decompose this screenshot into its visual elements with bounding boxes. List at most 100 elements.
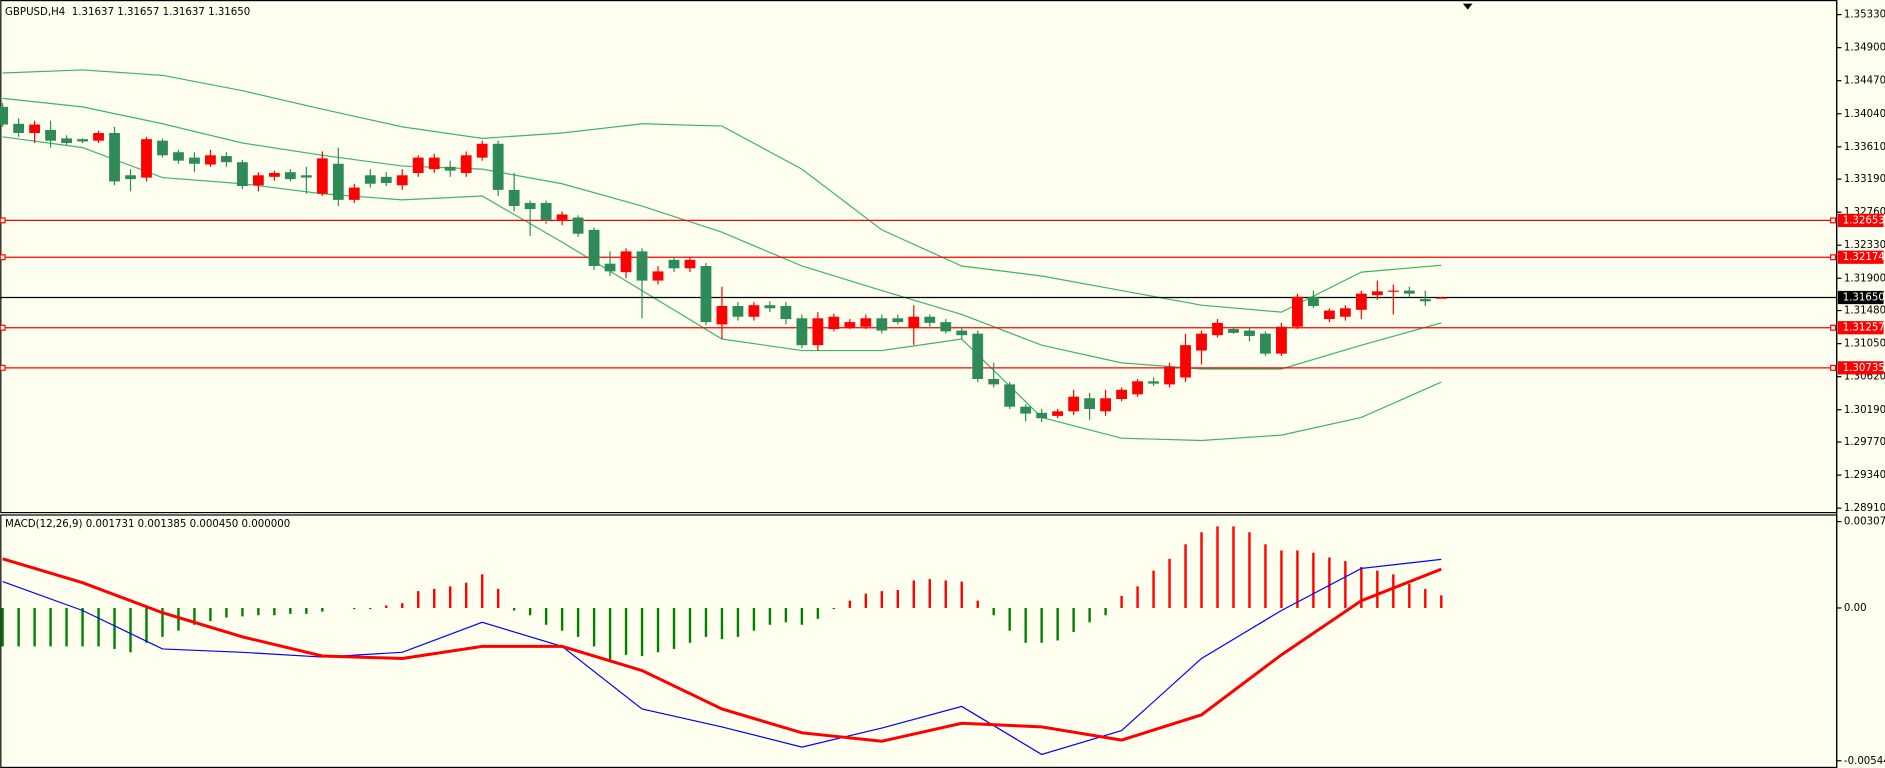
candle-body <box>1387 290 1399 292</box>
candle-body <box>716 305 728 325</box>
level-label: 1.31257 <box>1843 323 1885 334</box>
candle-body <box>1307 296 1319 306</box>
candle-body <box>189 157 200 164</box>
candle-body <box>1084 398 1096 409</box>
candle-body <box>556 214 568 220</box>
candle-body <box>1403 290 1415 294</box>
candle-body <box>572 217 584 234</box>
candle-body <box>796 318 808 346</box>
candle-body <box>93 132 104 141</box>
candle-body <box>284 172 296 180</box>
indicator-line <box>2 558 1442 756</box>
level-label-box <box>1837 361 1884 375</box>
candle-body <box>1292 296 1303 327</box>
candle-body <box>45 129 56 141</box>
candle-body <box>604 263 616 272</box>
candle-body <box>1052 411 1064 416</box>
candle-body <box>524 202 536 210</box>
candle-body <box>268 172 280 177</box>
candle-body <box>412 157 424 173</box>
y-tick-label: 1.33610 <box>1844 142 1885 153</box>
indicator-line <box>2 557 1442 743</box>
y-tick-label: -0.005447 <box>1844 756 1885 767</box>
price-title: GBPUSD,H4 1.31637 1.31657 1.31637 1.3165… <box>5 7 250 18</box>
level-label-box <box>1837 213 1884 228</box>
candle-body <box>780 305 792 320</box>
candle-body <box>476 143 488 158</box>
indicator-line <box>2 69 1442 313</box>
candle-body <box>316 158 328 194</box>
level-label: 1.30735 <box>1843 363 1885 374</box>
candle-body <box>924 316 936 323</box>
candle-body <box>940 322 952 332</box>
candle-body <box>956 330 968 336</box>
candle-body <box>1355 293 1367 310</box>
candle-body <box>332 163 344 200</box>
candle-body <box>1276 326 1287 354</box>
candle-body <box>1371 291 1383 296</box>
y-tick-label: 1.34040 <box>1844 109 1885 120</box>
candle-body <box>764 305 776 309</box>
candle-body <box>61 138 72 143</box>
y-tick-label: 1.34900 <box>1844 43 1885 54</box>
y-tick-label: 1.33190 <box>1844 174 1885 185</box>
candle-body <box>1212 322 1223 336</box>
y-tick-label: 1.32760 <box>1844 207 1885 218</box>
candle-body <box>29 124 41 133</box>
y-tick-label: 1.30190 <box>1844 405 1885 416</box>
candle-body <box>364 175 376 184</box>
candle-body <box>157 140 168 156</box>
candle-body <box>252 175 264 186</box>
candle-body <box>540 202 552 220</box>
y-tick-label: 1.34470 <box>1844 76 1885 87</box>
candle-body <box>588 229 600 266</box>
candle-body <box>0 106 9 125</box>
candle-body <box>348 187 360 200</box>
y-tick-label: 1.31900 <box>1844 273 1885 284</box>
level-handle <box>1830 254 1837 261</box>
level-handle <box>1830 364 1837 371</box>
candle-body <box>1100 398 1112 412</box>
candle-body <box>1132 381 1143 395</box>
candle-body <box>668 259 680 269</box>
candle-body <box>860 318 872 327</box>
level-handle <box>0 217 6 224</box>
level-label-box <box>1837 290 1884 305</box>
candle-body <box>428 157 440 170</box>
indicator-line <box>2 97 1442 370</box>
candle-body <box>205 155 216 165</box>
candle-body <box>1260 333 1271 354</box>
y-tick-label: 1.35330 <box>1844 10 1885 21</box>
candle-body <box>988 379 1000 385</box>
level-handle <box>0 364 6 371</box>
candle-body <box>652 271 664 281</box>
candle-body <box>125 175 136 180</box>
y-tick-label: 0.00 <box>1844 603 1867 614</box>
y-tick-label: 1.29770 <box>1844 437 1885 448</box>
candle-body <box>380 176 392 183</box>
candle-body <box>972 333 984 380</box>
candle-body <box>396 175 408 186</box>
candle-body <box>684 259 696 269</box>
candle-body <box>700 265 712 323</box>
level-label: 1.31650 <box>1843 293 1885 304</box>
candle-body <box>748 305 760 317</box>
candle-body <box>1323 310 1335 320</box>
level-handle <box>1830 217 1837 224</box>
candle-body <box>1036 412 1048 419</box>
candle-body <box>1196 333 1207 351</box>
macd-title: MACD(12,26,9) 0.001731 0.001385 0.000450… <box>5 519 290 530</box>
level-handle <box>0 324 6 331</box>
candle-body <box>1244 330 1255 336</box>
y-tick-label: 1.30620 <box>1844 372 1885 383</box>
candle-body <box>1004 384 1016 407</box>
candle-body <box>1419 299 1431 302</box>
candle-body <box>1068 396 1080 412</box>
candle-body <box>892 318 904 323</box>
candle-body <box>732 305 744 317</box>
candle-body <box>636 251 648 281</box>
candle-body <box>876 318 888 331</box>
candle-body <box>109 132 120 182</box>
